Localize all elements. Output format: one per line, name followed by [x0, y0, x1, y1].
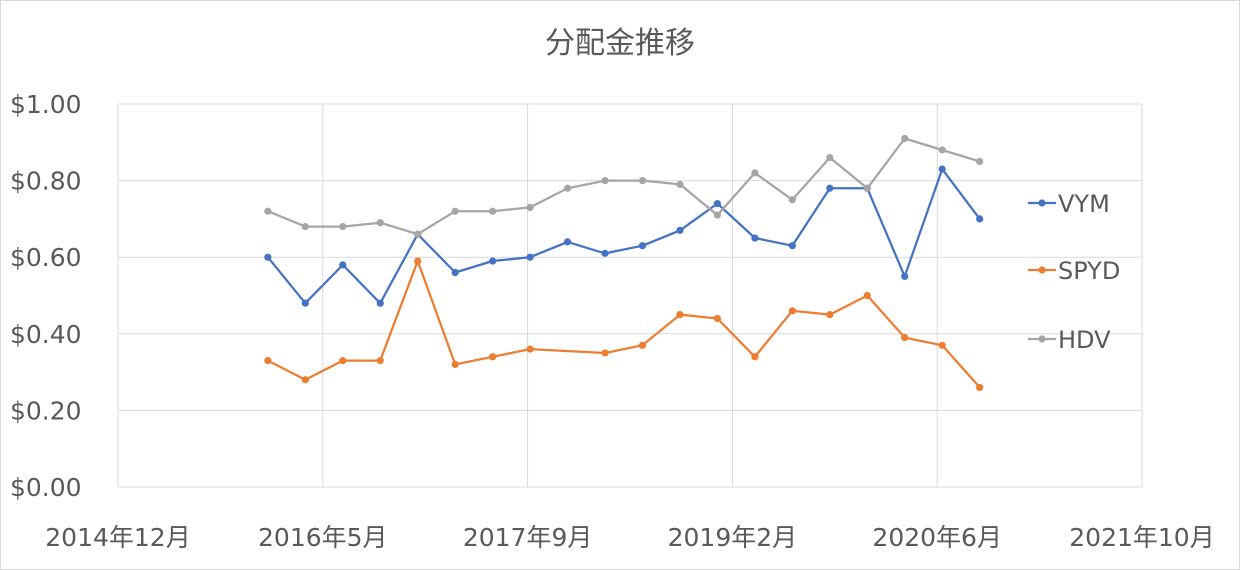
data-point [526, 345, 534, 353]
data-point [451, 207, 459, 215]
data-point [751, 353, 759, 361]
legend-label: VYM [1058, 190, 1110, 218]
data-point [339, 357, 347, 365]
legend-marker [1038, 335, 1046, 343]
data-point [676, 311, 684, 319]
data-point [863, 184, 871, 192]
x-tick-label: 2014年12月 [45, 523, 190, 552]
y-tick-label: $0.60 [10, 243, 82, 272]
data-point [976, 157, 984, 166]
legend: VYM SPYD HDV [1028, 190, 1120, 354]
gridlines [117, 103, 1143, 488]
y-tick-label: $1.00 [10, 90, 82, 119]
data-point [563, 238, 572, 246]
data-point [301, 222, 309, 231]
chart-title: 分配金推移 [545, 26, 695, 61]
data-point [901, 134, 909, 143]
y-tick-label: $0.40 [10, 320, 82, 349]
data-point [788, 242, 796, 250]
data-point [638, 242, 647, 250]
data-point [676, 226, 684, 234]
data-point [788, 196, 796, 204]
data-point [339, 261, 347, 269]
data-point [751, 234, 759, 242]
data-point [414, 257, 422, 265]
data-point [788, 307, 796, 315]
data-point [489, 207, 497, 215]
data-point [451, 360, 459, 369]
data-point [264, 253, 272, 261]
data-point [901, 334, 909, 342]
data-point [938, 146, 946, 154]
series-vym [264, 165, 984, 307]
data-point [676, 180, 684, 189]
data-point [713, 314, 722, 323]
legend-marker [1038, 199, 1046, 207]
axes: $0.00 $0.20 $0.40 $0.60 $0.80 $1.00 2014年12月 20… [10, 90, 1215, 552]
series-spyd [264, 257, 984, 392]
y-tick-label: $0.00 [10, 473, 82, 502]
data-point [638, 177, 647, 185]
data-point [376, 299, 384, 307]
legend-item-hdv: HDV [1028, 326, 1111, 354]
data-point [938, 165, 946, 173]
data-point [713, 199, 722, 208]
legend-marker [1038, 266, 1046, 274]
data-point [601, 349, 609, 357]
x-tick-label: 2021年10月 [1069, 523, 1214, 552]
data-point [339, 222, 347, 231]
series-hdv [264, 134, 984, 238]
x-tick-label: 2017年9月 [463, 523, 593, 552]
data-point [976, 383, 984, 392]
x-tick-label: 2020年6月 [872, 523, 1002, 552]
data-point [713, 211, 722, 219]
data-point [451, 268, 459, 277]
y-tick-label: $0.80 [10, 167, 82, 196]
data-point [563, 184, 572, 192]
data-point [301, 376, 309, 384]
data-point [376, 357, 384, 365]
data-point [751, 169, 759, 177]
series-line [267, 167, 981, 305]
series-lines [264, 134, 984, 392]
data-point [489, 257, 497, 265]
data-point [414, 230, 422, 238]
x-tick-label: 2016年5月 [258, 523, 388, 552]
data-point [826, 184, 834, 192]
data-point [526, 203, 534, 212]
legend-item-vym: VYM [1028, 190, 1110, 218]
series-line [267, 137, 981, 236]
data-point [301, 299, 309, 307]
data-point [826, 311, 834, 319]
data-point [638, 341, 647, 349]
data-point [976, 215, 984, 223]
y-tick-label: $0.20 [10, 396, 82, 425]
data-point [901, 272, 909, 280]
series-line [267, 259, 981, 389]
data-point [526, 253, 534, 261]
data-point [601, 249, 609, 257]
x-tick-label: 2019年2月 [668, 523, 798, 552]
data-point [601, 177, 609, 185]
data-point [826, 154, 834, 162]
data-point [264, 207, 272, 215]
legend-label: HDV [1058, 326, 1111, 354]
legend-item-spyd: SPYD [1028, 257, 1120, 285]
data-point [863, 291, 871, 300]
data-point [264, 357, 272, 365]
data-point [938, 341, 946, 349]
data-point [376, 219, 384, 227]
data-point [489, 353, 497, 361]
legend-label: SPYD [1058, 257, 1120, 285]
